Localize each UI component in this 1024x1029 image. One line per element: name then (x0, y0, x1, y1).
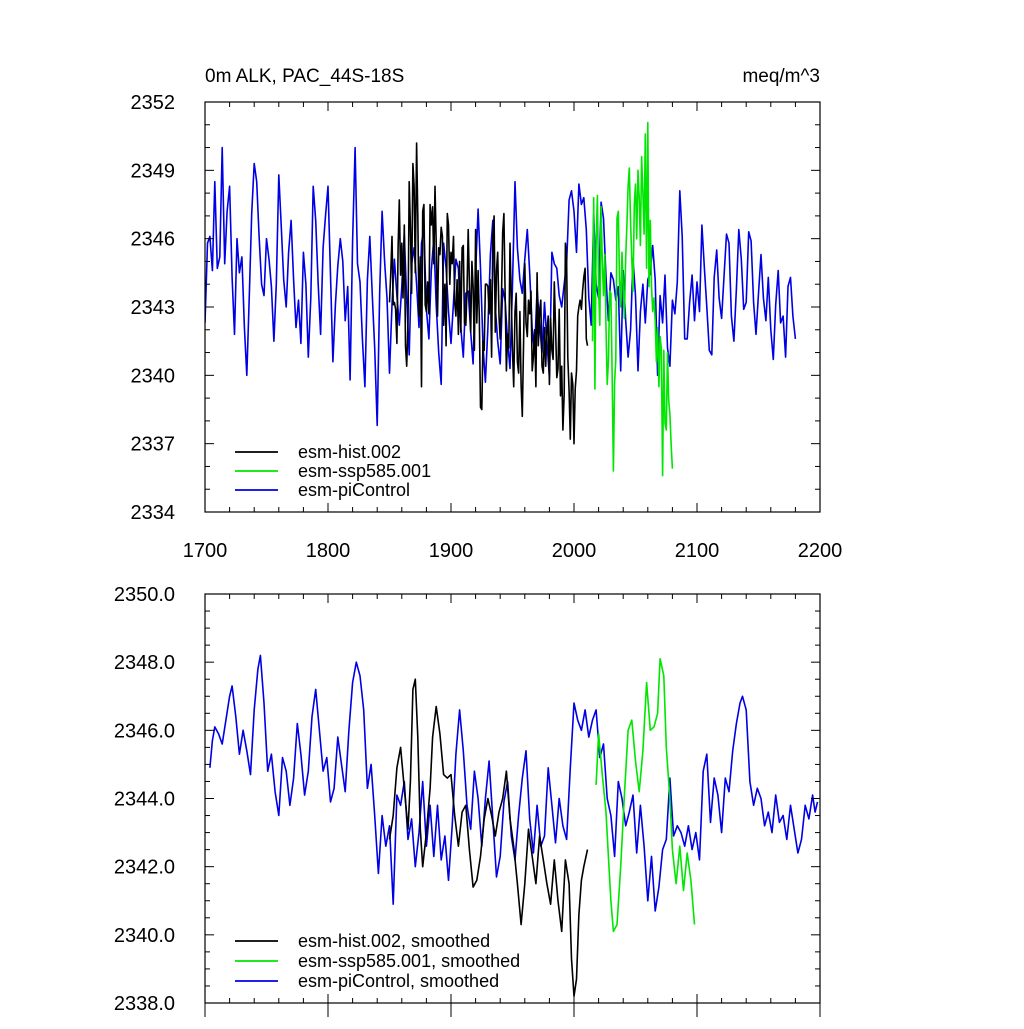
top-series-esm-ssp585-001 (591, 121, 674, 477)
x-tick-label: 2200 (798, 540, 843, 562)
bottom-panel: 2338.0 2340.0 2342.0 2344.0 2346.0 2348.0 2350… (114, 584, 821, 1017)
bottom-series-esm-hist-002 (388, 678, 589, 997)
bottom-series-esm-picontrol (209, 654, 819, 912)
x-tick-label: 1900 (429, 540, 474, 562)
top-legend-label: esm-ssp585.001 (298, 461, 431, 481)
top-y-tick-label: 2346 (131, 229, 176, 251)
top-legend-label: esm-hist.002 (298, 442, 401, 462)
bottom-y-tick-label: 2344.0 (114, 789, 175, 811)
top-chart-units: meq/m^3 (742, 66, 820, 87)
top-y-tick-label: 2349 (131, 160, 176, 182)
bottom-y-tick-label: 2340.0 (114, 925, 175, 947)
top-panel: 0m ALK, PAC_44S-18S meq/m^3 1700 1800 1900… (131, 66, 843, 562)
x-tick-label: 2000 (552, 540, 597, 562)
bottom-y-tick-label: 2346.0 (114, 720, 175, 742)
bottom-y-tick-label: 2348.0 (114, 652, 175, 674)
top-axis-ticks: 1700 1800 1900 2000 2100 2200 2334 2337 2340 2343… (131, 92, 843, 562)
bottom-y-tick-label: 2350.0 (114, 584, 175, 606)
bottom-legend-label: esm-piControl, smoothed (298, 971, 499, 991)
top-y-tick-label: 2343 (131, 297, 176, 319)
x-tick-label: 2100 (675, 540, 720, 562)
bottom-series-esm-ssp585-001 (595, 658, 696, 933)
top-y-tick-label: 2340 (131, 365, 176, 387)
top-plot-area (205, 121, 797, 477)
bottom-y-tick-label: 2338.0 (114, 993, 175, 1015)
bottom-legend-label: esm-ssp585.001, smoothed (298, 951, 520, 971)
bottom-axis-ticks: 2338.0 2340.0 2342.0 2344.0 2346.0 2348.0 2350… (114, 584, 821, 1017)
top-series-esm-picontrol (205, 146, 797, 427)
top-chart-title: 0m ALK, PAC_44S-18S (205, 66, 404, 87)
bottom-y-tick-label: 2342.0 (114, 857, 175, 879)
top-y-tick-label: 2334 (131, 502, 176, 524)
top-y-tick-label: 2337 (131, 434, 176, 456)
x-tick-label: 1700 (183, 540, 228, 562)
bottom-plot-area (209, 654, 819, 997)
top-series-esm-hist-002 (388, 142, 589, 445)
x-tick-label: 1800 (306, 540, 351, 562)
top-legend-label: esm-piControl (298, 480, 410, 500)
bottom-legend-label: esm-hist.002, smoothed (298, 931, 490, 951)
top-y-tick-label: 2352 (131, 92, 176, 114)
